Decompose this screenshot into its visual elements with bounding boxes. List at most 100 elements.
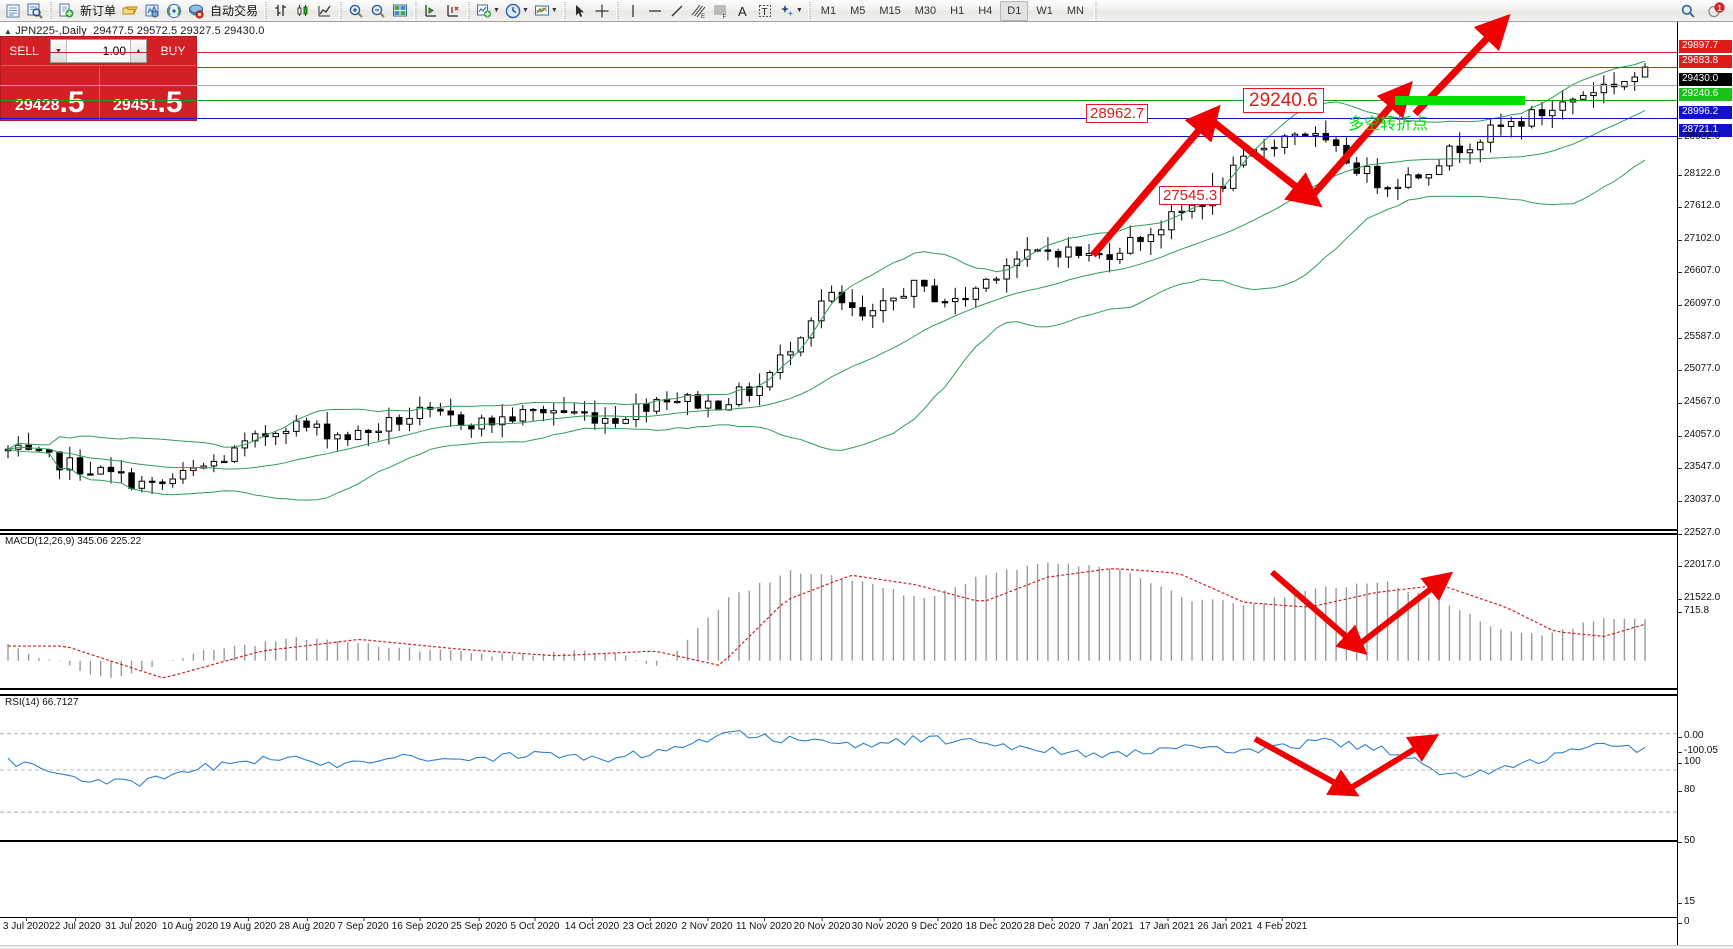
timeframe-w1[interactable]: W1	[1036, 4, 1053, 17]
timeframe-mn[interactable]: MN	[1066, 4, 1084, 17]
hline-29240[interactable]	[0, 100, 1677, 101]
price-badge-28996.2[interactable]: 28996.2	[1679, 106, 1732, 119]
crosshair-icon[interactable]	[591, 1, 613, 21]
price-badge-29430.0[interactable]: 29430.0	[1679, 73, 1732, 86]
expert-advisors-icon[interactable]	[141, 1, 163, 21]
timeframe-m5[interactable]: M5	[850, 4, 866, 17]
time-scale-axis[interactable]: 3 Jul 2020 22 Jul 2020 31 Jul 2020 10 Aug 2…	[0, 917, 1677, 949]
fibonacci-icon[interactable]: F	[710, 1, 732, 21]
chevron-down-icon[interactable]: ▼	[550, 7, 558, 14]
svg-text:F: F	[722, 14, 726, 19]
volume-stepper[interactable]: ▼ 1.00 ▲	[50, 39, 147, 63]
hline-29897[interactable]	[0, 52, 1677, 53]
date-tick: 28 Dec 2020	[1023, 917, 1081, 932]
hline-29430-current	[0, 85, 1677, 86]
volume-increase-button[interactable]: ▲	[130, 40, 146, 62]
bid-price-integer: 29428	[14, 97, 60, 114]
timeframe-m1[interactable]: M1	[820, 4, 837, 17]
tile-windows-icon[interactable]	[389, 1, 411, 21]
text-icon[interactable]: A	[732, 1, 754, 21]
buy-button[interactable]: BUY	[150, 37, 196, 65]
annotation-27545[interactable]: 27545.3	[1159, 186, 1222, 205]
indicators-icon[interactable]	[473, 1, 495, 21]
trendline-icon[interactable]	[666, 1, 688, 21]
hline-28721[interactable]	[0, 136, 1677, 137]
price-tick-22527.0: 22527.0	[1678, 527, 1720, 538]
svg-text:A: A	[738, 4, 747, 19]
collapse-triangle-icon[interactable]: ▲	[4, 27, 13, 36]
price-plot-area[interactable]: 29240.6 28962.7 27545.3 多空转折点	[0, 13, 1677, 531]
text-label-icon[interactable]: T	[754, 1, 776, 21]
equidistant-channel-icon[interactable]: E	[688, 1, 710, 21]
price-badge-29683.8[interactable]: 29683.8	[1679, 55, 1732, 68]
cursor-icon[interactable]	[569, 1, 591, 21]
data-window-icon[interactable]	[24, 1, 46, 21]
rsi-series	[0, 730, 1677, 813]
line-chart-icon[interactable]	[314, 1, 336, 21]
new-order-icon[interactable]	[55, 1, 77, 21]
period-clock-icon[interactable]	[502, 1, 524, 21]
shapes-icon[interactable]	[776, 1, 798, 21]
date-tick: 23 Oct 2020	[622, 917, 678, 932]
search-icon[interactable]	[1677, 1, 1699, 21]
bid-price[interactable]: 29428 .5	[1, 65, 99, 120]
shift-end-icon[interactable]	[420, 1, 442, 21]
chart-symbol-header: ▲ JPN225-,Daily 29477.5 29572.5 29327.5 …	[4, 25, 264, 37]
date-tick: 4 Feb 2021	[1256, 917, 1308, 932]
market-icon[interactable]	[185, 1, 207, 21]
sell-button[interactable]: SELL	[1, 37, 47, 65]
ask-price-fraction: .5	[157, 86, 183, 119]
hline-28996[interactable]	[0, 118, 1677, 119]
toolbar-separator	[807, 1, 811, 20]
chevron-down-icon[interactable]: ▼	[493, 7, 500, 14]
date-tick: 19 Aug 2020	[219, 917, 277, 932]
toolbar-separator	[467, 1, 471, 20]
green-zone-rectangle[interactable]	[1395, 96, 1525, 105]
volume-decrease-button[interactable]: ▼	[51, 40, 67, 62]
annotation-29240[interactable]: 29240.6	[1243, 88, 1324, 113]
date-tick: 25 Sep 2020	[450, 917, 508, 932]
toolbar-separator	[49, 1, 52, 20]
volume-input[interactable]: 1.00	[67, 40, 130, 62]
chinese-annotation-text[interactable]: 多空转折点	[1348, 114, 1429, 133]
notification-icon[interactable]: 1	[1705, 1, 1727, 21]
chevron-down-icon[interactable]: ▼	[795, 7, 803, 14]
zoom-out-icon[interactable]	[367, 1, 389, 21]
chart-window[interactable]: ▲ JPN225-,Daily 29477.5 29572.5 29327.5 …	[0, 13, 1733, 949]
auto-scroll-icon[interactable]	[442, 1, 464, 21]
axis-tick--100.05: -100.05	[1678, 745, 1718, 756]
signal-icon[interactable]	[163, 1, 185, 21]
timeframe-h4[interactable]: H4	[978, 4, 993, 17]
macd-indicator-pane[interactable]: MACD(12,26,9) 345.06 225.22	[0, 533, 1677, 690]
bar-chart-icon[interactable]	[270, 1, 292, 21]
ask-price[interactable]: 29451 .5	[98, 65, 196, 120]
price-scale-axis[interactable]: 29897.7 29683.8 29430.0 29240.6 28996.2 28721…	[1677, 22, 1733, 949]
timeframe-d1[interactable]: D1	[1000, 0, 1029, 21]
timeframe-m30[interactable]: M30	[914, 4, 937, 17]
date-tick: 14 Oct 2020	[564, 917, 620, 932]
auto-trading-label[interactable]: 自动交易	[210, 4, 259, 18]
rsi-indicator-pane[interactable]: RSI(14) 66.7127	[0, 694, 1677, 842]
annotation-28962[interactable]: 28962.7	[1086, 104, 1149, 123]
timeframe-m15[interactable]: M15	[879, 4, 901, 17]
new-order-label[interactable]: 新订单	[80, 4, 117, 18]
candlestick-chart-icon[interactable]	[292, 1, 314, 21]
horizontal-line-icon[interactable]	[644, 1, 666, 21]
zoom-in-icon[interactable]	[345, 1, 367, 21]
date-tick: 7 Jan 2021	[1084, 917, 1134, 932]
hline-29683[interactable]	[0, 67, 1677, 68]
toolbar-separator	[264, 1, 268, 20]
timeframe-h1[interactable]: H1	[950, 4, 965, 17]
axis-tick-0.00: 0.00	[1678, 730, 1703, 741]
templates-icon[interactable]	[531, 1, 553, 21]
one-click-trading-panel[interactable]: SELL ▼ 1.00 ▲ BUY 29428 .5 29451 .5	[0, 36, 197, 121]
chevron-down-icon[interactable]: ▼	[521, 7, 529, 14]
main-toolbar: 新订单 自动交易 ▼ ▼	[0, 0, 1733, 22]
price-tick-22017.0: 22017.0	[1678, 559, 1720, 570]
price-badge-28721.1[interactable]: 28721.1	[1679, 124, 1732, 137]
price-badge-29897.7[interactable]: 29897.7	[1679, 40, 1732, 53]
folder-icon[interactable]	[119, 1, 141, 21]
vertical-line-icon[interactable]	[622, 1, 644, 21]
price-badge-29240.6[interactable]: 29240.6	[1679, 88, 1732, 101]
market-watch-icon[interactable]	[2, 1, 24, 21]
